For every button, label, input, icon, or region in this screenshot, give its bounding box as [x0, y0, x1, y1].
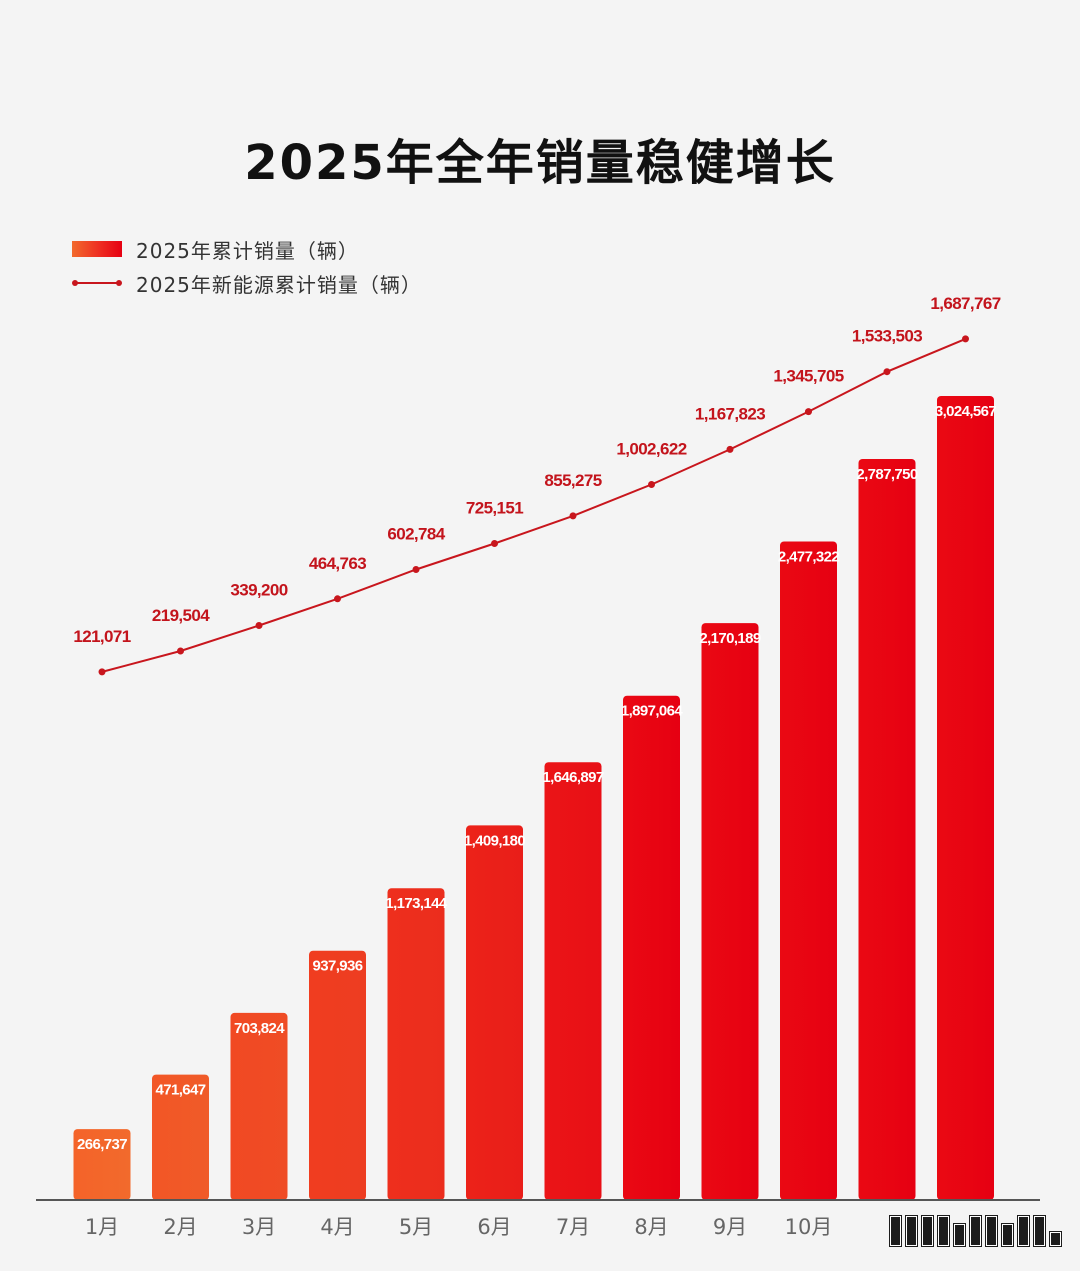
bar-value-label: 471,647	[155, 1082, 205, 1099]
line-value-label: 1,002,622	[616, 440, 686, 459]
x-tick-label: 7月	[556, 1215, 590, 1239]
line-value-label: 121,071	[73, 627, 130, 646]
bar-11	[858, 459, 916, 1200]
line-value-label: 1,345,705	[773, 367, 843, 386]
bar-9	[701, 623, 759, 1200]
line-point-1	[98, 668, 106, 676]
x-tick-label: 3月	[242, 1215, 276, 1239]
x-tick-label: 8月	[634, 1215, 668, 1239]
line-value-label: 602,784	[387, 525, 445, 544]
bar-1	[73, 1129, 131, 1200]
x-axis-ticks: 1月 2月 3月 4月 5月 6月 7月 8月 9月 10月	[85, 1215, 833, 1239]
line-value-label: 1,533,503	[852, 327, 922, 346]
line-value-label: 219,504	[152, 606, 210, 625]
bar-6	[466, 825, 523, 1200]
x-tick-label: 9月	[713, 1215, 747, 1239]
line-point-5	[412, 566, 420, 573]
bar-3	[230, 1012, 288, 1200]
bar-value-label: 266,737	[77, 1136, 127, 1153]
line-point-11	[883, 368, 891, 376]
line-point-3	[255, 622, 263, 629]
bar-10	[780, 541, 837, 1200]
line-point-9	[726, 445, 734, 453]
line-value-label: 464,763	[309, 554, 366, 573]
bar-value-label: 3,024,567	[935, 403, 997, 420]
legend-bar-swatch	[72, 241, 122, 257]
bar-value-label: 2,787,750	[856, 466, 918, 483]
line-point-6	[491, 540, 498, 547]
bar-7	[544, 762, 602, 1200]
bar-value-label: 703,824	[234, 1020, 285, 1037]
legend-line-swatch	[72, 275, 122, 291]
x-tick-label: 1月	[85, 1215, 119, 1239]
line-point-2	[177, 647, 184, 655]
line-point-4	[334, 595, 341, 603]
chart-legend: 2025年累计销量（辆） 2025年新能源累计销量（辆）	[72, 232, 422, 300]
line-value-label: 1,687,767	[930, 294, 1000, 313]
bar-value-label: 1,409,180	[464, 832, 526, 849]
bar-value-label: 1,646,897	[542, 769, 604, 786]
line-value-label: 855,275	[544, 471, 601, 490]
line-value-label: 339,200	[230, 581, 287, 600]
x-tick-label: 6月	[477, 1215, 511, 1239]
legend-item-total-sales: 2025年累计销量（辆）	[72, 232, 422, 266]
line-value-label: 725,151	[466, 499, 523, 518]
x-tick-label: 10月	[785, 1215, 833, 1239]
legend-label-total-sales: 2025年累计销量（辆）	[136, 238, 359, 263]
x-tick-label: 2月	[163, 1215, 197, 1239]
bar-value-label: 1,173,144	[385, 895, 448, 912]
bar-5	[387, 888, 445, 1200]
legend-item-nev-sales: 2025年新能源累计销量（辆）	[72, 266, 422, 300]
bar-12	[937, 396, 994, 1200]
bar-2	[152, 1074, 209, 1200]
bars-layer: 266,737 471,647 703,824 937,936 1,173,144 1,4…	[73, 396, 997, 1200]
line-point-12	[962, 335, 969, 343]
line-value-label: 1,167,823	[695, 404, 765, 423]
bar-4	[309, 950, 366, 1200]
legend-label-nev-sales: 2025年新能源累计销量（辆）	[136, 272, 422, 297]
bar-value-label: 2,170,189	[699, 630, 761, 647]
nev-sales-line	[101, 337, 966, 673]
bar-value-label: 2,477,322	[778, 549, 840, 566]
bar-8	[623, 695, 680, 1200]
bar-value-label: 937,936	[312, 958, 362, 975]
x-tick-label: 5月	[399, 1215, 433, 1239]
chart-title: 2025年全年销量稳健增长	[244, 135, 836, 191]
watermark-icon	[890, 1216, 1061, 1246]
line-point-7	[569, 512, 577, 520]
bar-value-label: 1,897,064	[621, 703, 684, 720]
line-point-8	[648, 481, 655, 488]
line-layer: 121,071 219,504 339,200 464,763 602,784 725,1…	[73, 294, 1001, 676]
line-point-10	[805, 408, 812, 416]
x-tick-label: 4月	[320, 1215, 354, 1239]
